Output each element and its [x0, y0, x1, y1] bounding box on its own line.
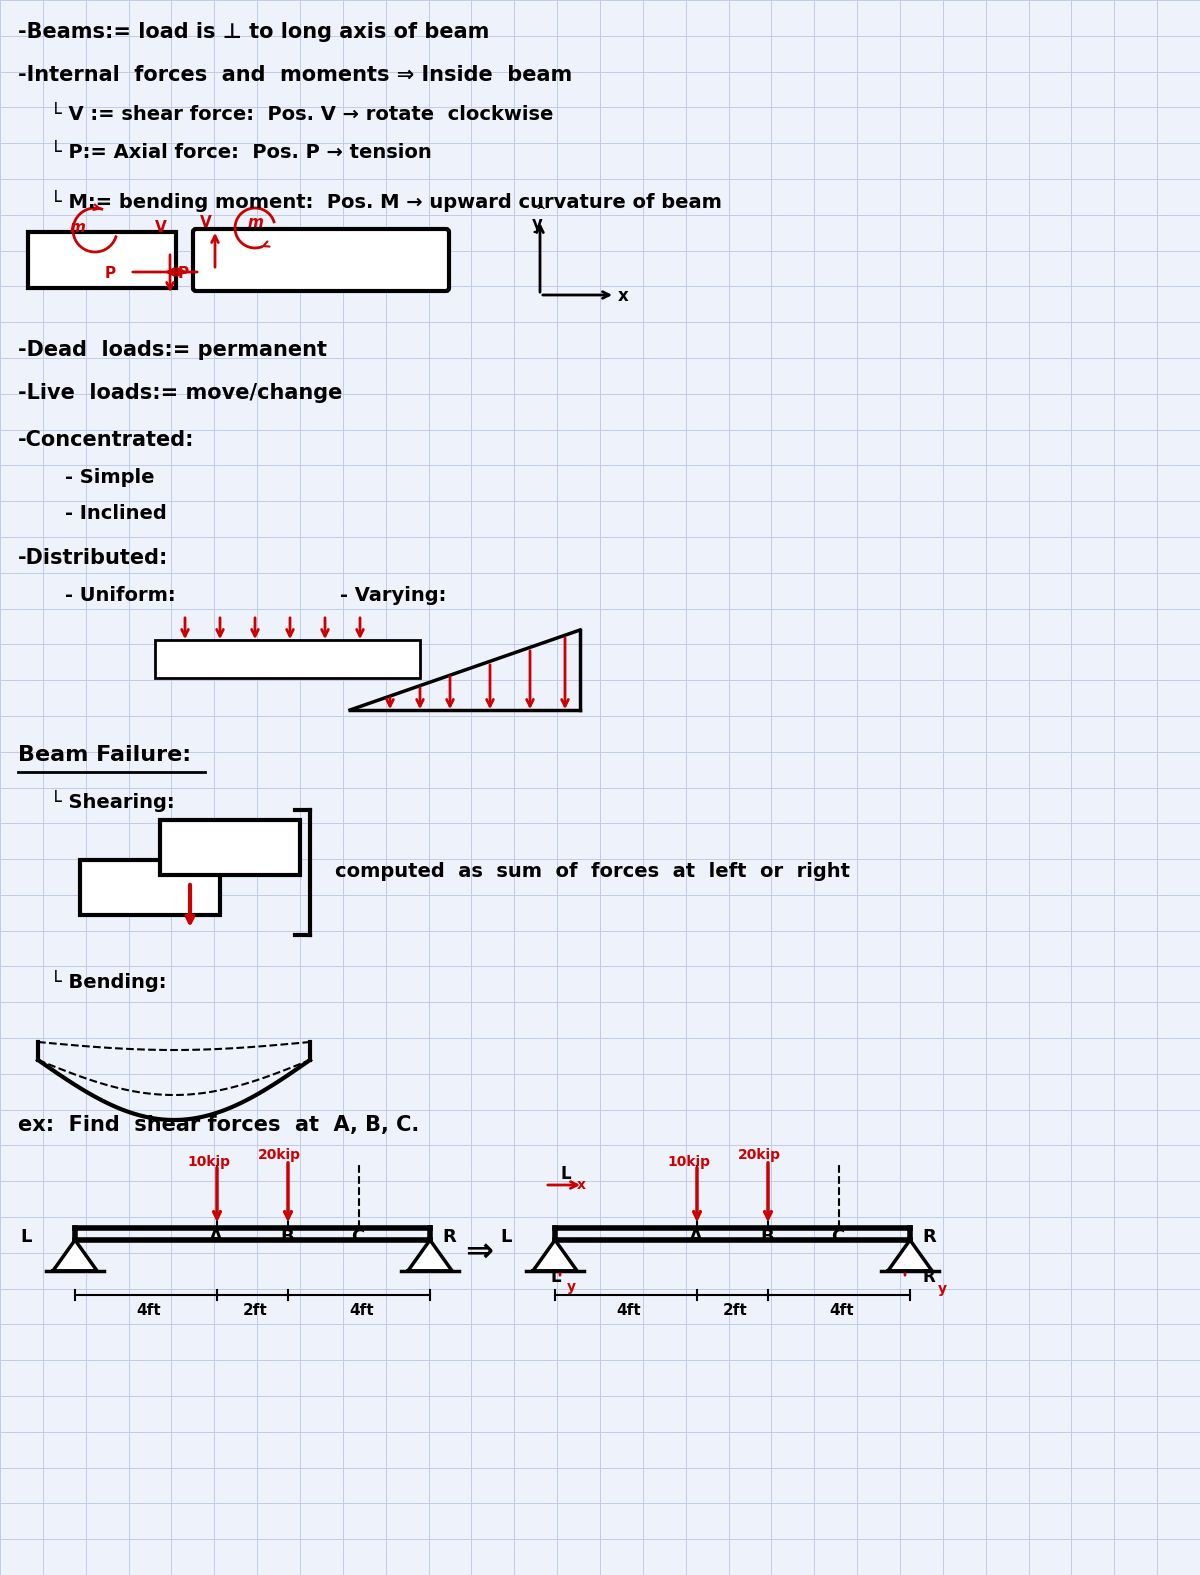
Text: R: R [922, 1228, 936, 1246]
Bar [155, 639, 420, 677]
Text: L: L [550, 1268, 560, 1287]
Text: V: V [155, 221, 167, 235]
Text: L: L [560, 1166, 571, 1183]
Text: m: m [70, 221, 86, 235]
Text: R: R [442, 1228, 456, 1246]
Text: ex:  Find  shear forces  at  A, B, C.: ex: Find shear forces at A, B, C. [18, 1115, 419, 1136]
Text: m: m [248, 216, 264, 230]
Text: A: A [689, 1228, 703, 1246]
Text: ^: ^ [536, 205, 546, 217]
Text: y: y [532, 216, 542, 233]
Text: └ M:= bending moment:  Pos. M → upward curvature of beam: └ M:= bending moment: Pos. M → upward cu… [50, 191, 722, 213]
Text: C: C [352, 1228, 365, 1246]
Text: 20kip: 20kip [738, 1148, 781, 1162]
Text: └ Bending:: └ Bending: [50, 970, 167, 992]
Text: L: L [20, 1228, 31, 1246]
Text: 4ft: 4ft [349, 1303, 373, 1318]
Text: P: P [106, 266, 116, 280]
FancyBboxPatch shape [193, 228, 449, 291]
Text: - Varying:: - Varying: [340, 586, 446, 605]
Polygon shape [888, 1240, 932, 1271]
Polygon shape [408, 1240, 452, 1271]
Polygon shape [533, 1240, 577, 1271]
Text: 4ft: 4ft [829, 1303, 853, 1318]
Bar [160, 821, 300, 876]
Text: B: B [760, 1228, 774, 1246]
Text: 2ft: 2ft [722, 1303, 748, 1318]
Text: P: P [178, 266, 190, 280]
Text: B: B [280, 1228, 294, 1246]
Text: - Simple: - Simple [65, 468, 155, 487]
Text: C: C [830, 1228, 845, 1246]
Text: └ Shearing:: └ Shearing: [50, 791, 175, 813]
Text: 2ft: 2ft [242, 1303, 268, 1318]
Text: - Uniform:: - Uniform: [65, 586, 175, 605]
Text: -Concentrated:: -Concentrated: [18, 430, 194, 450]
Text: x: x [618, 287, 629, 306]
Text: 20kip: 20kip [258, 1148, 301, 1162]
Text: 10kip: 10kip [667, 1154, 710, 1169]
Text: L: L [500, 1228, 511, 1246]
Text: -Dead  loads:= permanent: -Dead loads:= permanent [18, 340, 326, 361]
Bar [80, 860, 220, 915]
Text: y: y [568, 1280, 576, 1295]
Bar [28, 232, 176, 288]
Text: - Inclined: - Inclined [65, 504, 167, 523]
Text: Beam Failure:: Beam Failure: [18, 745, 191, 765]
Text: └ P:= Axial force:  Pos. P → tension: └ P:= Axial force: Pos. P → tension [50, 143, 432, 162]
Text: x: x [577, 1178, 586, 1192]
Text: y: y [938, 1282, 947, 1296]
Text: -Live  loads:= move/change: -Live loads:= move/change [18, 383, 342, 403]
Text: -Internal  forces  and  moments ⇒ Inside  beam: -Internal forces and moments ⇒ Inside be… [18, 65, 572, 85]
Text: 10kip: 10kip [187, 1154, 230, 1169]
Text: 4ft: 4ft [616, 1303, 641, 1318]
Text: computed  as  sum  of  forces  at  left  or  right: computed as sum of forces at left or rig… [335, 862, 850, 880]
Text: A: A [209, 1228, 223, 1246]
Text: └ V := shear force:  Pos. V → rotate  clockwise: └ V := shear force: Pos. V → rotate cloc… [50, 106, 553, 124]
Text: ⇒: ⇒ [466, 1235, 493, 1268]
Text: -Beams:= load is ⊥ to long axis of beam: -Beams:= load is ⊥ to long axis of beam [18, 22, 490, 43]
Text: -Distributed:: -Distributed: [18, 548, 168, 569]
Polygon shape [53, 1240, 97, 1271]
Text: R: R [922, 1268, 935, 1287]
Text: V: V [200, 216, 211, 230]
Text: 4ft: 4ft [136, 1303, 161, 1318]
